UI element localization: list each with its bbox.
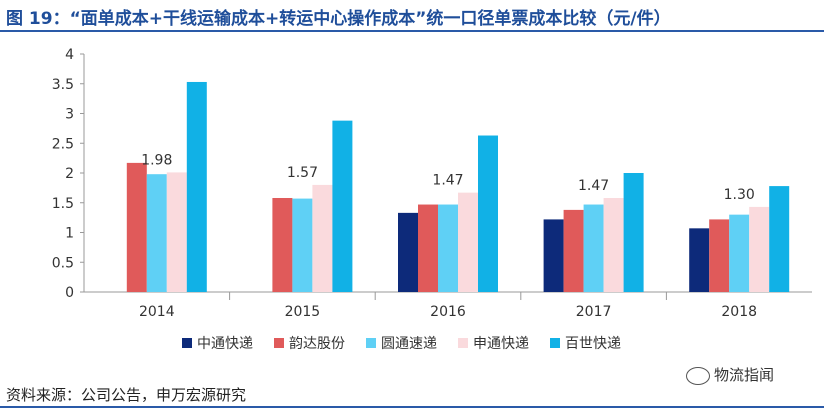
bar-2017-2 — [583, 204, 604, 292]
y-tick-label: 0 — [65, 285, 74, 301]
x-tick-label: 2017 — [576, 304, 612, 320]
data-label: 1.47 — [578, 178, 609, 194]
legend-label: 圆通速递 — [381, 336, 437, 352]
legend-label: 中通快递 — [197, 336, 253, 352]
title-divider — [0, 30, 824, 32]
y-tick-label: 0.5 — [52, 255, 74, 271]
bar-2018-0 — [689, 228, 710, 292]
legend-label: 百世快递 — [565, 336, 621, 352]
data-label: 1.98 — [141, 152, 172, 168]
legend-swatch — [458, 338, 468, 348]
bar-2016-0 — [398, 212, 418, 292]
chart-legend: 中通快递 韵达股份 圆通速递 申通快递 百世快递 — [182, 336, 621, 352]
legend-swatch — [366, 338, 376, 348]
bar-2018-4 — [769, 186, 790, 292]
data-label: 1.30 — [724, 187, 755, 203]
legend-label: 申通快递 — [473, 336, 529, 352]
bar-2014-1 — [126, 162, 147, 292]
data-label: 1.47 — [432, 173, 463, 189]
bar-2017-3 — [603, 197, 624, 292]
bar-2018-2 — [729, 214, 750, 292]
x-tick-label: 2015 — [285, 304, 321, 320]
chart-bars — [126, 81, 790, 292]
source-note: 资料来源：公司公告，申万宏源研究 — [6, 386, 247, 404]
y-tick-label: 3.5 — [52, 77, 74, 93]
bar-2017-1 — [563, 209, 584, 292]
bar-2014-4 — [186, 81, 207, 292]
bar-2015-2 — [292, 198, 313, 292]
y-tick-label: 1 — [65, 226, 74, 242]
bar-chart: 0 0.5 1 1.5 2 2.5 3 3.5 4 2014 2015 2016 2017 2018 1.… — [52, 47, 812, 352]
bar-2016-2 — [438, 204, 458, 292]
data-label: 1.57 — [287, 165, 318, 181]
bar-2018-3 — [749, 206, 770, 292]
y-tick-label: 4 — [65, 47, 74, 63]
x-tick-label: 2016 — [430, 304, 466, 320]
y-tick-label: 3 — [65, 107, 74, 123]
watermark: 物流指闻 — [686, 364, 774, 385]
legend-swatch — [550, 338, 560, 348]
bar-2016-3 — [458, 192, 478, 292]
legend-swatch — [182, 338, 192, 348]
y-tick-label: 2 — [65, 166, 74, 182]
x-tick-label: 2018 — [721, 304, 757, 320]
bottom-divider — [0, 406, 824, 408]
bar-2015-1 — [272, 197, 293, 292]
chart-data-labels: 1.98 1.57 1.47 1.47 1.30 — [141, 152, 755, 203]
bar-2015-4 — [332, 120, 353, 292]
bar-2017-0 — [543, 219, 564, 292]
chart-title: 图 19：“面单成本+干线运输成本+转运中心操作成本”统一口径单票成本比较（元/… — [6, 9, 671, 29]
watermark-text: 物流指闻 — [714, 366, 775, 384]
bar-2016-4 — [478, 135, 498, 292]
bar-2014-2 — [146, 174, 167, 292]
bar-2016-1 — [418, 204, 438, 292]
chart-axes: 0 0.5 1 1.5 2 2.5 3 3.5 4 2014 2015 2016 2017 2018 — [52, 47, 812, 320]
y-tick-label: 2.5 — [52, 136, 74, 152]
bar-2018-1 — [709, 219, 730, 292]
wechat-icon — [686, 366, 710, 385]
bar-2017-4 — [623, 173, 644, 292]
x-tick-label: 2014 — [139, 304, 175, 320]
legend-swatch — [274, 338, 284, 348]
bar-2015-3 — [312, 184, 333, 292]
bar-2014-3 — [166, 172, 187, 292]
legend-label: 韵达股份 — [289, 336, 345, 352]
y-tick-label: 1.5 — [52, 196, 74, 212]
